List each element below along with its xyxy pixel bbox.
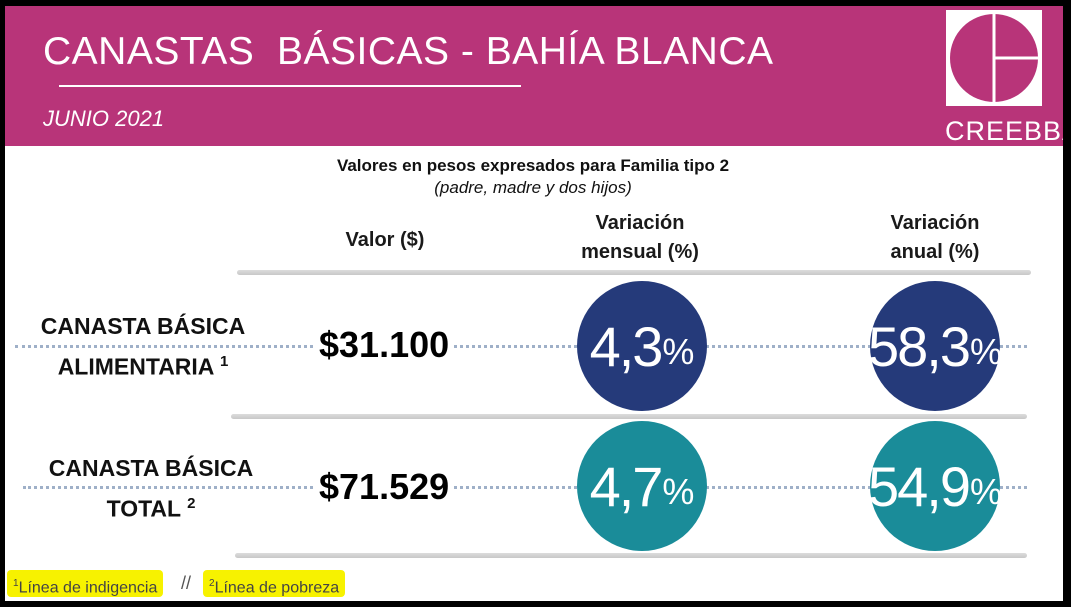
column-header-valor: Valor ($) [345,229,425,251]
row-label-total: CANASTA BÁSICA TOTAL 2 [48,455,254,522]
column-header-mensual: Variación mensual (%) [581,212,699,263]
report-date: JUNIO 2021 [43,106,165,131]
separator-bottom [235,553,1027,558]
column-header-anual: Variación anual (%) [890,212,980,263]
footnote-pobreza: 2Línea de pobreza [203,570,346,597]
annual-variation-total: 54,9% [868,421,1002,551]
subtitle: Valores en pesos expresados para Familia… [336,156,730,175]
row-guide-line [23,486,1027,489]
separator-top [237,270,1031,275]
value-alimentaria: $31.100 [315,324,454,366]
creebba-logo-icon [946,10,1042,106]
footnote-separator: // [181,573,192,593]
header-banner: CANASTAS BÁSICAS - BAHÍA BLANCA JUNIO 20… [5,6,1063,146]
page-title: CANASTAS BÁSICAS - BAHÍA BLANCA [43,30,774,73]
monthly-variation-alimentaria: 4,3% [577,281,707,411]
footnote-indigencia: 1Línea de indigencia [7,570,164,597]
separator-middle [231,414,1027,419]
subtitle-note: (padre, madre y dos hijos) [434,178,632,197]
row-guide-line [15,345,1027,348]
logo-text: CREEBBA [945,116,1063,146]
value-total: $71.529 [315,466,454,508]
slide: CANASTAS BÁSICAS - BAHÍA BLANCA JUNIO 20… [5,6,1063,601]
title-underline [59,85,521,87]
row-label-alimentaria: CANASTA BÁSICA ALIMENTARIA 1 [40,313,246,380]
annual-variation-alimentaria: 58,3% [868,281,1002,411]
monthly-variation-total: 4,7% [577,421,707,551]
